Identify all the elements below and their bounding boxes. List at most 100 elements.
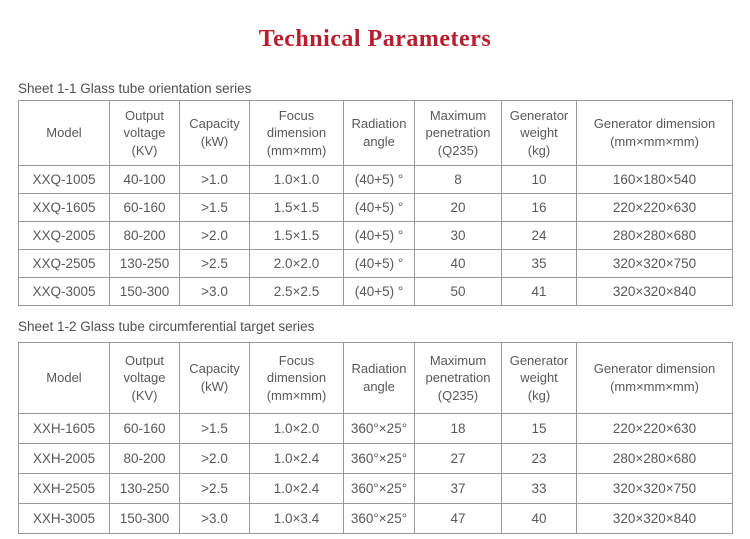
table-cell: 130-250 xyxy=(109,473,180,504)
table-cell: XXH-2005 xyxy=(18,443,110,474)
table-cell: 360°×25° xyxy=(343,503,415,534)
table-cell: 220×220×630 xyxy=(576,413,733,444)
table-cell: (40+5) ° xyxy=(343,221,415,250)
table-cell: 50 xyxy=(414,277,502,306)
table-caption-sheet-1-1: Sheet 1-1 Glass tube orientation series xyxy=(18,81,252,96)
table-row: XXH-2505 130-250 >2.5 1.0×2.4 360°×25° 37 33 32… xyxy=(18,473,733,504)
table-cell: 280×280×680 xyxy=(576,221,733,250)
table-cell: 33 xyxy=(501,473,577,504)
table-cell: 320×320×750 xyxy=(576,249,733,278)
table-cell: 37 xyxy=(414,473,502,504)
table-cell: XXQ-2005 xyxy=(18,221,110,250)
table-cell: >1.5 xyxy=(179,413,250,444)
table-cell: 1.0×2.4 xyxy=(249,473,344,504)
table-cell: 1.0×2.0 xyxy=(249,413,344,444)
table-cell: 1.5×1.5 xyxy=(249,221,344,250)
table-cell: 10 xyxy=(501,165,577,194)
table-cell: 40 xyxy=(501,503,577,534)
table-cell: 60-160 xyxy=(109,193,180,222)
table-cell: >3.0 xyxy=(179,277,250,306)
table-row: XXQ-2505 130-250 >2.5 2.0×2.0 (40+5) ° 40 35 32… xyxy=(18,249,733,278)
table-row: XXQ-3005 150-300 >3.0 2.5×2.5 (40+5) ° 50 41 32… xyxy=(18,277,733,306)
table-cell: XXQ-2505 xyxy=(18,249,110,278)
table-cell: 80-200 xyxy=(109,443,180,474)
circumferential-series-table: Model Output voltage (KV) Capacity (kW) Foc… xyxy=(18,342,733,534)
table-cell: >2.0 xyxy=(179,221,250,250)
table-cell: 1.0×2.4 xyxy=(249,443,344,474)
orientation-series-section: Sheet 1-1 Glass tube orientation series … xyxy=(18,81,733,306)
table-row: XXH-1605 60-160 >1.5 1.0×2.0 360°×25° 18 15 220… xyxy=(18,413,733,444)
table-cell: 24 xyxy=(501,221,577,250)
column-header: Radiation angle xyxy=(343,342,415,414)
table-cell: XXQ-3005 xyxy=(18,277,110,306)
table-cell: 130-250 xyxy=(109,249,180,278)
table-row: XXH-2005 80-200 >2.0 1.0×2.4 360°×25° 27 23 280… xyxy=(18,443,733,474)
column-header: Focus dimension (mm×mm) xyxy=(249,100,344,166)
header-row: Model Output voltage (KV) Capacity (kW) Foc… xyxy=(18,100,733,166)
column-header: Focus dimension (mm×mm) xyxy=(249,342,344,414)
table-cell: 20 xyxy=(414,193,502,222)
table-cell: 40-100 xyxy=(109,165,180,194)
table-cell: >2.0 xyxy=(179,443,250,474)
table-cell: 2.5×2.5 xyxy=(249,277,344,306)
table-cell: >1.0 xyxy=(179,165,250,194)
header-row: Model Output voltage (KV) Capacity (kW) Foc… xyxy=(18,342,733,414)
table-cell: 320×320×750 xyxy=(576,473,733,504)
table-cell: 2.0×2.0 xyxy=(249,249,344,278)
column-header: Generator dimension (mm×mm×mm) xyxy=(576,100,733,166)
table-cell: 360°×25° xyxy=(343,413,415,444)
table-caption-sheet-1-2: Sheet 1-2 Glass tube circumferential tar… xyxy=(18,319,315,334)
page-title: Technical Parameters xyxy=(258,26,492,52)
table-cell: 80-200 xyxy=(109,221,180,250)
table-cell: (40+5) ° xyxy=(343,249,415,278)
table-cell: XXH-2505 xyxy=(18,473,110,504)
table-cell: 18 xyxy=(414,413,502,444)
table-cell: 1.0×3.4 xyxy=(249,503,344,534)
table-row: XXQ-2005 80-200 >2.0 1.5×1.5 (40+5) ° 30 24 280… xyxy=(18,221,733,250)
table-cell: 8 xyxy=(414,165,502,194)
table-cell: 40 xyxy=(414,249,502,278)
table-cell: 1.5×1.5 xyxy=(249,193,344,222)
table-cell: 360°×25° xyxy=(343,443,415,474)
table-row: XXQ-1005 40-100 >1.0 1.0×1.0 (40+5) ° 8 10 160×… xyxy=(18,165,733,194)
table-cell: 16 xyxy=(501,193,577,222)
table-cell: XXQ-1605 xyxy=(18,193,110,222)
column-header: Model xyxy=(18,100,110,166)
table-cell: 360°×25° xyxy=(343,473,415,504)
table-cell: 320×320×840 xyxy=(576,277,733,306)
circumferential-series-section: Sheet 1-2 Glass tube circumferential tar… xyxy=(18,319,733,534)
column-header: Output voltage (KV) xyxy=(109,100,180,166)
column-header: Maximum penetration (Q235) xyxy=(414,342,502,414)
table-cell: 27 xyxy=(414,443,502,474)
table-cell: 320×320×840 xyxy=(576,503,733,534)
table-cell: >2.5 xyxy=(179,473,250,504)
table-cell: (40+5) ° xyxy=(343,193,415,222)
table-cell: >1.5 xyxy=(179,193,250,222)
table-cell: 30 xyxy=(414,221,502,250)
table-cell: 150-300 xyxy=(109,277,180,306)
table-cell: (40+5) ° xyxy=(343,277,415,306)
table-cell: (40+5) ° xyxy=(343,165,415,194)
column-header: Capacity (kW) xyxy=(179,342,250,414)
table-cell: 23 xyxy=(501,443,577,474)
column-header: Model xyxy=(18,342,110,414)
column-header: Generator weight (kg) xyxy=(501,342,577,414)
table-cell: 60-160 xyxy=(109,413,180,444)
table-cell: 47 xyxy=(414,503,502,534)
table-cell: 1.0×1.0 xyxy=(249,165,344,194)
table-cell: 41 xyxy=(501,277,577,306)
table-cell: XXH-3005 xyxy=(18,503,110,534)
column-header: Generator weight (kg) xyxy=(501,100,577,166)
table-cell: 220×220×630 xyxy=(576,193,733,222)
table-cell: 160×180×540 xyxy=(576,165,733,194)
table-cell: >3.0 xyxy=(179,503,250,534)
table-cell: XXH-1605 xyxy=(18,413,110,444)
table-cell: 15 xyxy=(501,413,577,444)
table-cell: 150-300 xyxy=(109,503,180,534)
table-cell: >2.5 xyxy=(179,249,250,278)
orientation-series-table: Model Output voltage (KV) Capacity (kW) Foc… xyxy=(18,100,733,306)
column-header: Capacity (kW) xyxy=(179,100,250,166)
table-cell: 35 xyxy=(501,249,577,278)
table-row: XXQ-1605 60-160 >1.5 1.5×1.5 (40+5) ° 20 16 220… xyxy=(18,193,733,222)
